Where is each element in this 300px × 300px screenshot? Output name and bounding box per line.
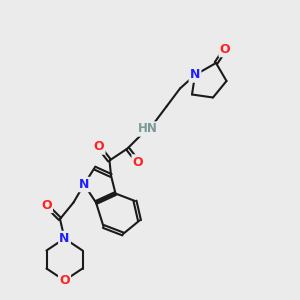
Text: N: N bbox=[190, 68, 200, 82]
Text: O: O bbox=[133, 155, 143, 169]
Text: O: O bbox=[94, 140, 104, 154]
Text: O: O bbox=[220, 43, 230, 56]
Text: N: N bbox=[59, 232, 70, 245]
Text: O: O bbox=[41, 199, 52, 212]
Text: O: O bbox=[59, 274, 70, 287]
Text: HN: HN bbox=[138, 122, 158, 136]
Text: N: N bbox=[79, 178, 89, 191]
